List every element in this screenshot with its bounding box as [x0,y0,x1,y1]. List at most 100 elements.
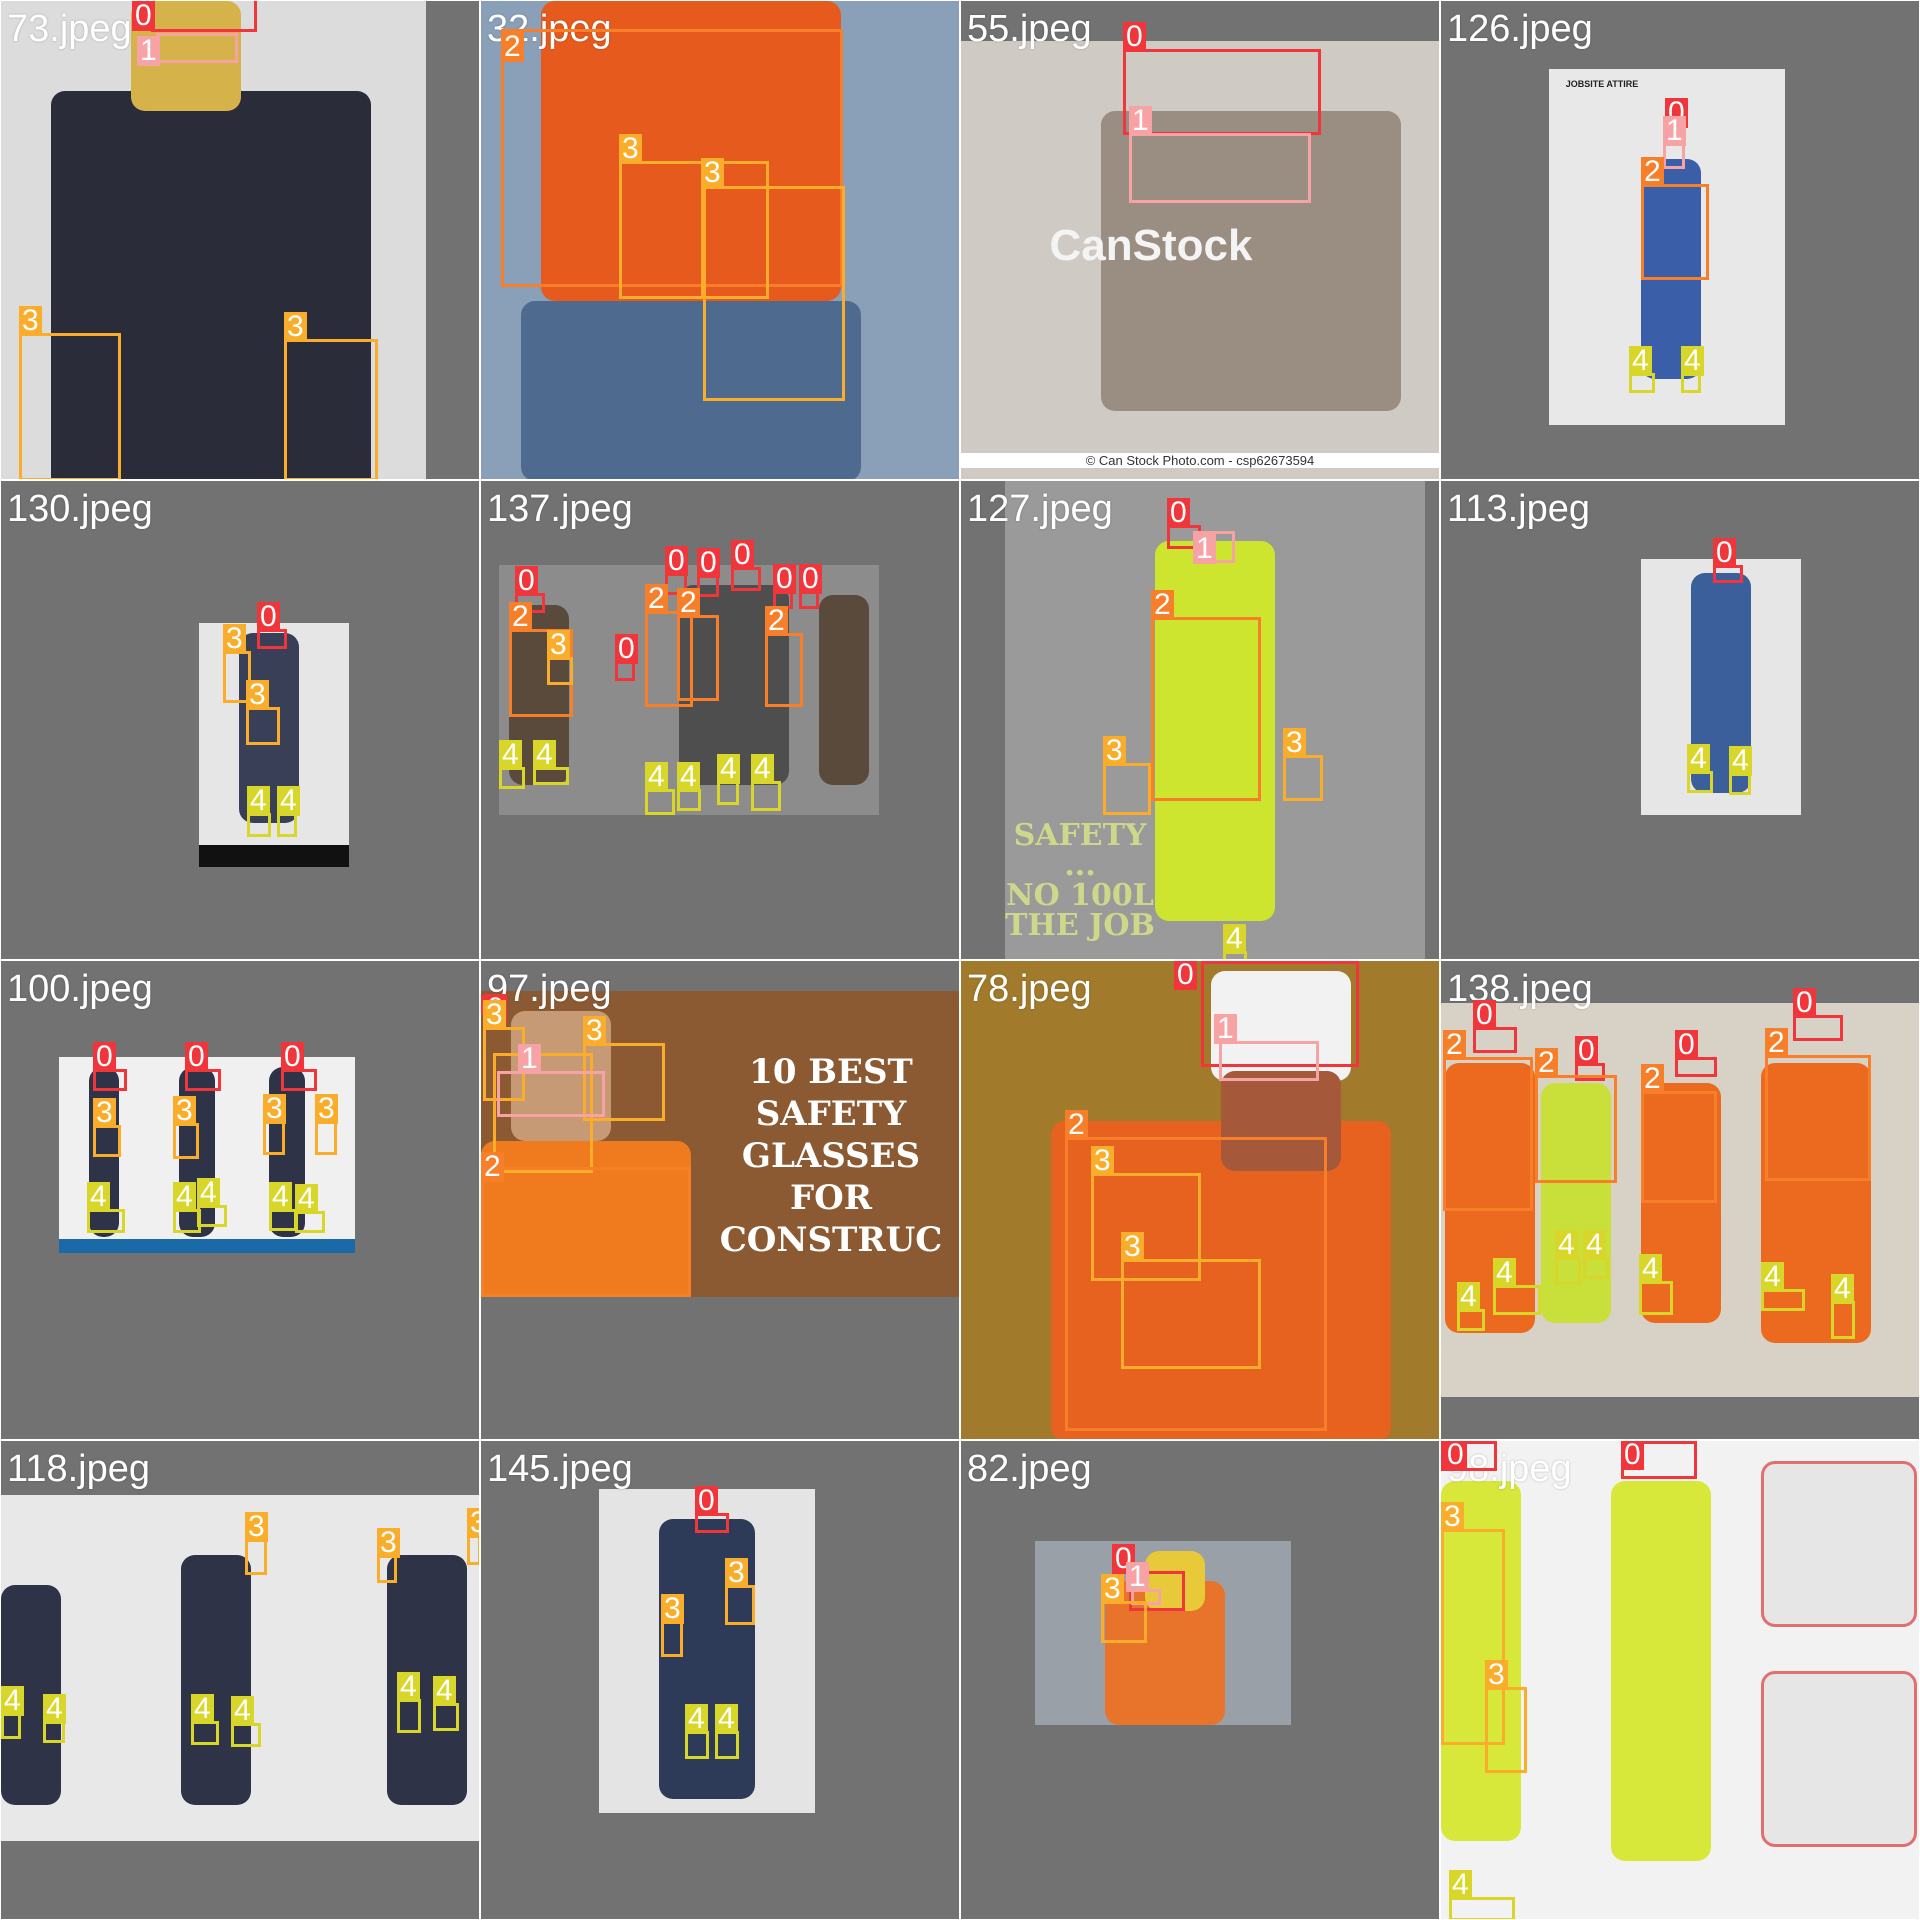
image-filename: 55.jpeg [967,8,1092,50]
class-label: 3 [1121,1232,1144,1262]
class-label: 3 [93,1098,116,1128]
class-label: 4 [499,740,522,770]
image-filename: 127.jpeg [967,488,1113,530]
detection-box: 4 [197,1178,227,1227]
class-label: 2 [645,584,668,614]
tile-97: 10 BEST SAFETY GLASSES FOR CONSTRUC 97.j… [480,960,960,1440]
class-label: 4 [1681,346,1704,376]
image-filename: 113.jpeg [1447,488,1590,530]
class-label: 4 [277,786,300,816]
class-label: 0 [185,1042,208,1072]
detection-box: 4 [677,762,701,811]
detection-box: 2 [1443,1030,1533,1211]
image-filename: 97.jpeg [487,968,612,1010]
detection-box: 4 [717,754,740,805]
detection-box: 4 [1687,744,1713,793]
image-filename: 100.jpeg [7,968,153,1010]
detection-box: 0 [1793,988,1843,1041]
detection-box: 2 [1151,590,1261,801]
detection-box: 4 [1639,1254,1673,1315]
class-label: 3 [619,134,642,164]
detection-box: 4 [87,1182,125,1233]
detection-box: 4 [191,1694,219,1745]
class-label: 3 [263,1094,286,1124]
image-filename: 138.jpeg [1447,968,1593,1010]
detection-box: 4 [269,1182,297,1231]
detection-box: 4 [295,1184,325,1233]
detection-box: 0 [1441,1441,1497,1471]
class-label: 4 [1687,744,1710,774]
detection-box: 3 [725,1558,755,1625]
class-label: 3 [19,306,42,336]
detection-box: 1 [1129,106,1311,203]
detection-box: 3 [377,1528,400,1583]
detection-box: 4 [1449,1870,1515,1919]
detection-box: 0 [281,1042,317,1091]
class-label: 0 [1713,538,1736,568]
detection-box: 4 [1831,1274,1855,1339]
class-label: 0 [93,1042,116,1072]
class-label: 2 [765,606,788,636]
image-filename: 73.jpeg [7,8,132,50]
detection-box: 0 [1675,1030,1717,1077]
footer-bar [199,845,349,867]
worker-figure [181,1555,251,1805]
detection-box: 0 [799,564,822,609]
detection-box: 2 [1641,157,1709,280]
class-label: 0 [257,602,280,632]
class-label: 3 [483,1000,506,1030]
class-label: 4 [173,1182,196,1212]
class-label: 0 [799,564,822,594]
class-label: 4 [87,1182,110,1212]
class-label: 0 [731,540,754,570]
class-label: 4 [717,754,740,784]
class-label: 1 [137,36,160,66]
detection-box: 2 [645,584,693,707]
tile-100: 100.jpeg 0 0 0 3 3 3 3 4 4 4 4 4 [0,960,480,1440]
class-label: 2 [1641,1064,1664,1094]
detection-box: 3 [1283,728,1323,801]
class-label: 4 [1457,1282,1480,1312]
class-label: 3 [315,1094,338,1124]
detection-box: 4 [397,1672,421,1733]
detection-box: 0 [1575,1036,1605,1081]
class-label: 2 [481,1152,504,1182]
class-label: 0 [515,566,538,596]
detection-box: 0 [93,1042,127,1091]
class-label: 4 [1729,746,1752,776]
class-label: 4 [533,740,556,770]
detection-box: 4 [231,1696,261,1747]
detection-box: 0 [1473,1000,1517,1053]
image-filename: 118.jpeg [7,1448,150,1490]
inset-panel [1761,1671,1917,1847]
detection-box: 3 [246,680,280,745]
hard-hat [1145,1551,1205,1611]
banner-line: 10 BEST [749,1052,913,1092]
detection-box: 3 [1121,1232,1261,1369]
detection-box: 0 [1123,22,1321,135]
tile-73: 73.jpeg 0 1 3 3 [0,0,480,480]
class-label: 3 [223,624,246,654]
detection-box: 3 [547,630,573,685]
class-label: 3 [661,1594,684,1624]
tile-130: 130.jpeg 0 3 3 4 4 [0,480,480,960]
detection-box: 1 [1193,531,1235,564]
detection-box: 0 [1713,538,1743,583]
worker-figure [1611,1481,1711,1861]
detection-box: 4 [43,1694,66,1743]
detection-box: 4 [1,1686,24,1739]
class-label: 0 [1174,961,1197,990]
tile-82: 82.jpeg 0 1 3 [960,1440,1440,1920]
class-label: 4 [715,1704,738,1734]
class-label: 4 [197,1178,220,1208]
detection-box: 3 [263,1094,286,1155]
vest [541,1,841,301]
banner-text: 10 BEST SAFETY GLASSES FOR CONSTRUC [701,1051,959,1261]
class-label: 4 [751,754,774,784]
class-label: 3 [1485,1660,1508,1690]
detection-box: 4 [499,740,525,789]
class-label: 4 [231,1696,254,1726]
class-label: 0 [1123,22,1146,52]
image-filename: 145.jpeg [487,1448,633,1490]
detection-box: 4 [277,786,300,837]
